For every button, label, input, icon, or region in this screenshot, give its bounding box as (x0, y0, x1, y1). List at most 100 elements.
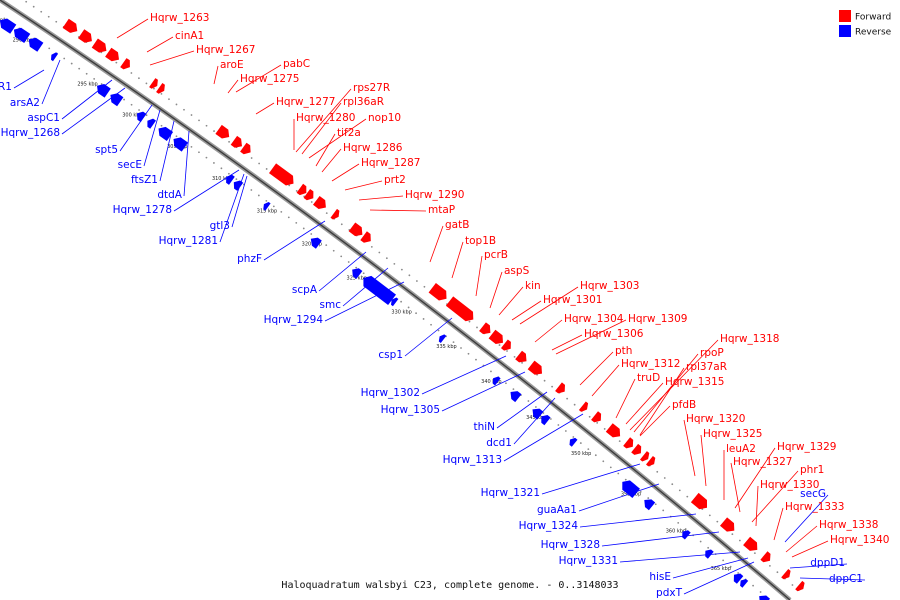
forward-leader-pth (579, 351, 614, 386)
reverse-gene-arrow (226, 174, 235, 185)
reverse-leader-hqrw-1331 (619, 551, 741, 563)
gene-label-hqrw-1327: Hqrw_1327 (733, 456, 792, 468)
ruler-dot (310, 233, 313, 235)
ruler-dot (123, 98, 125, 101)
ruler-dot (467, 352, 470, 355)
reverse-leader-dcd1 (513, 397, 556, 445)
ruler-dot (370, 245, 373, 248)
forward-leader-hqrw-1267 (149, 50, 195, 66)
gene-label-hqrw-1267: Hqrw_1267 (196, 44, 255, 56)
forward-gene-arrow (795, 580, 805, 592)
reverse-gene-arrow (97, 84, 111, 98)
gene-label-hqrw-1333: Hqrw_1333 (785, 501, 844, 513)
gene-label-pdxt: pdxT (656, 587, 683, 599)
gene-label-hqrw-1321: Hqrw_1321 (481, 487, 540, 499)
reverse-leader-guaaa1 (578, 483, 660, 512)
forward-leader-hqrw-1290 (358, 195, 404, 201)
forward-leader-rpop (633, 353, 699, 433)
gene-label-hqrw-1338: Hqrw_1338 (819, 519, 878, 531)
reverse-gene-arrow (233, 180, 244, 191)
ruler-dot (513, 356, 516, 358)
ruler-dot (198, 119, 200, 122)
gene-label-secg: secG (800, 488, 826, 500)
ruler-dot (677, 521, 680, 524)
reverse-gene-arrow (622, 480, 640, 498)
reverse-gene-arrow (391, 297, 399, 307)
ruler-dot (572, 436, 575, 438)
reverse-leader-hqrw-1294 (324, 281, 405, 322)
gene-label-cina1: cinA1 (175, 30, 204, 42)
reverse-leader-pdxt (683, 561, 755, 595)
reverse-gene-arrow (173, 137, 189, 152)
ruler-dot (699, 540, 702, 543)
gene-label-hqrw-1329: Hqrw_1329 (777, 441, 836, 453)
ruler-dot (596, 421, 599, 424)
ruler-dot (415, 280, 418, 282)
gene-label-rpl37ar: rpl37aR (686, 361, 727, 373)
reverse-leader-dtda (183, 130, 190, 197)
genome-backbone (0, 0, 792, 600)
forward-leader-tif2a (315, 133, 336, 167)
ruler-dot (168, 98, 170, 101)
gene-label-hqrw-1294: Hqrw_1294 (264, 314, 324, 326)
reverse-leader-hqrw-1313 (503, 413, 584, 462)
reverse-gene-arrow (705, 549, 714, 559)
ruler-dot (422, 318, 425, 320)
ruler-dot (542, 412, 545, 414)
ruler-dot (272, 205, 275, 208)
forward-leader-hqrw-1327 (730, 462, 741, 513)
gene-label-hqrw-1328: Hqrw_1328 (541, 539, 600, 551)
ruler-dot (437, 329, 440, 332)
forward-leader-hqrw-1306 (551, 334, 583, 351)
gene-label-spt5: spt5 (95, 144, 118, 156)
label-leader-lines (13, 18, 866, 595)
ruler-dot (618, 440, 621, 443)
tick-label-350-kbp: 350 kbp (571, 451, 591, 457)
tick-label-315-kbp: 315 kbp (257, 209, 277, 215)
ruler-dot (400, 268, 403, 271)
gene-label-gtl3: gtl3 (210, 220, 230, 232)
gene-label-hqrw-1324: Hqrw_1324 (519, 520, 579, 532)
ruler-dot (302, 227, 305, 230)
gene-label-rpop: rpoP (700, 347, 724, 359)
tick-label-360-kbp: 360 kbp (666, 529, 686, 535)
reverse-leader-hise (672, 557, 749, 579)
reverse-gene-arrow (0, 18, 17, 34)
forward-leader-pcrb (475, 255, 483, 297)
ruler-dot (55, 20, 58, 23)
reverse-gene-arrow (352, 268, 363, 279)
gene-label-hqrw-1340: Hqrw_1340 (830, 534, 889, 546)
forward-leader-hqrw-1286 (321, 148, 342, 173)
forward-leader-asps (489, 271, 503, 309)
tick-label-330-kbp: 330 kbp (391, 309, 411, 315)
gene-label-leua2: leuA2 (726, 443, 756, 455)
ruler-dot (452, 341, 455, 344)
ruler-dot (468, 320, 471, 323)
ruler-dot (228, 140, 230, 143)
forward-leader-hqrw-1333 (773, 507, 784, 541)
gene-label-rps27r: rps27R (353, 82, 390, 94)
forward-gene-arrow (501, 339, 511, 351)
reverse-gene-arrow (740, 579, 749, 588)
ruler-dot (257, 194, 260, 197)
gene-label-dppc1: dppC1 (829, 573, 863, 585)
gene-label-hqrw-1302: Hqrw_1302 (361, 387, 420, 399)
gene-label-padr1: padR1 (0, 81, 12, 93)
gene-label-dppd1: dppD1 (810, 557, 845, 569)
ruler-dot (213, 162, 215, 164)
reverse-leader-hqrw-1328 (601, 531, 720, 547)
reverse-leader-hqrw-1324 (579, 513, 697, 528)
gene-label-thin: thiN (473, 421, 495, 433)
ruler-dot (534, 406, 537, 408)
ruler-dot (332, 249, 335, 252)
ruler-dot (603, 428, 606, 430)
forward-gene-arrow (149, 78, 158, 89)
forward-gene-arrow (488, 329, 503, 344)
forward-gene-arrow (631, 443, 642, 455)
ruler-dot (588, 415, 591, 418)
ruler-dot (400, 300, 403, 303)
ruler-dot (551, 385, 554, 388)
gene-label-hqrw-1305: Hqrw_1305 (381, 404, 440, 416)
ruler-dot (78, 67, 81, 70)
ruler-dot (85, 72, 88, 75)
